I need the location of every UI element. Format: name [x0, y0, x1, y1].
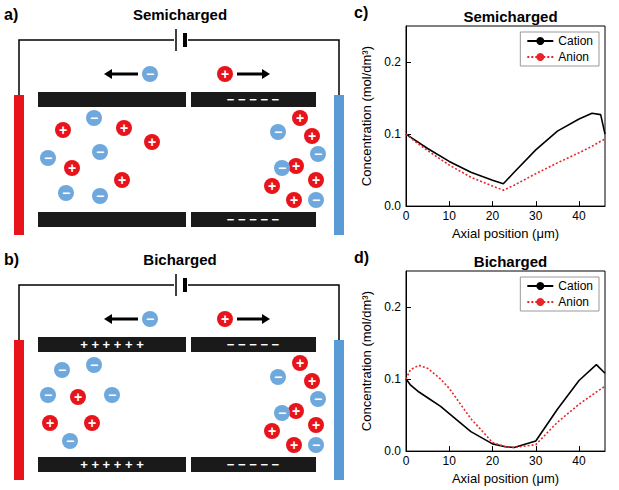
svg-text:−: −: [90, 357, 98, 373]
svg-text:+: +: [292, 158, 300, 174]
svg-text:+: +: [268, 178, 276, 194]
svg-text:0.2: 0.2: [384, 55, 401, 69]
svg-text:+: +: [221, 66, 229, 82]
svg-text:−: −: [312, 192, 320, 208]
svg-text:Axial position (μm): Axial position (μm): [452, 226, 559, 241]
svg-text:0.1: 0.1: [384, 127, 401, 141]
svg-text:Concentration (mol/dm³): Concentration (mol/dm³): [359, 46, 374, 186]
svg-text:−: −: [62, 185, 70, 201]
svg-text:Bicharged: Bicharged: [474, 253, 547, 270]
svg-text:−: −: [44, 150, 52, 166]
svg-text:30: 30: [529, 454, 543, 468]
svg-text:0: 0: [403, 454, 410, 468]
svg-text:20: 20: [486, 209, 500, 223]
svg-text:−: −: [96, 144, 104, 160]
svg-text:Semicharged: Semicharged: [463, 8, 557, 25]
svg-text:Bicharged: Bicharged: [143, 251, 216, 268]
svg-text:+: +: [312, 417, 320, 433]
svg-text:−: −: [44, 387, 52, 403]
svg-text:Anion: Anion: [558, 295, 589, 309]
svg-text:+: +: [296, 355, 304, 371]
svg-text:+: +: [312, 172, 320, 188]
svg-text:−: −: [146, 311, 154, 327]
svg-text:+: +: [74, 389, 82, 405]
svg-text:−: −: [90, 110, 98, 126]
svg-text:+: +: [308, 373, 316, 389]
svg-text:−: −: [278, 160, 286, 176]
svg-text:+: +: [118, 172, 126, 188]
svg-text:Axial position (μm): Axial position (μm): [452, 471, 559, 486]
svg-text:+: +: [296, 110, 304, 126]
svg-text:+: +: [68, 160, 76, 176]
svg-text:c): c): [354, 4, 368, 21]
svg-text:−: −: [312, 437, 320, 453]
svg-text:−: −: [278, 405, 286, 421]
svg-text:+: +: [46, 415, 54, 431]
svg-text:30: 30: [529, 209, 543, 223]
svg-text:− − − − −: − − − − −: [227, 457, 280, 472]
svg-text:Semicharged: Semicharged: [133, 6, 227, 23]
svg-text:Anion: Anion: [558, 50, 589, 64]
svg-text:Concentration (mol/dm³): Concentration (mol/dm³): [359, 291, 374, 431]
svg-text:10: 10: [443, 209, 457, 223]
svg-text:a): a): [4, 6, 18, 23]
svg-text:−: −: [146, 66, 154, 82]
svg-text:Cation: Cation: [558, 34, 593, 48]
svg-text:+: +: [221, 311, 229, 327]
svg-text:+: +: [120, 120, 128, 136]
svg-text:10: 10: [443, 454, 457, 468]
svg-text:− − − − −: − − − − −: [227, 92, 280, 107]
svg-text:− − − − −: − − − − −: [227, 337, 280, 352]
svg-text:d): d): [354, 249, 369, 266]
svg-text:+ + + + + +: + + + + + +: [80, 457, 144, 472]
svg-text:40: 40: [572, 454, 586, 468]
svg-text:b): b): [4, 251, 19, 268]
svg-text:−: −: [58, 362, 66, 378]
svg-text:0.0: 0.0: [384, 199, 401, 213]
svg-text:+: +: [268, 423, 276, 439]
svg-text:0.2: 0.2: [384, 300, 401, 314]
svg-text:+: +: [308, 128, 316, 144]
svg-text:40: 40: [572, 209, 586, 223]
svg-text:0.0: 0.0: [384, 444, 401, 458]
svg-text:−: −: [314, 391, 322, 407]
svg-text:−: −: [66, 433, 74, 449]
svg-text:+: +: [290, 192, 298, 208]
svg-text:+: +: [290, 437, 298, 453]
svg-text:− − − − −: − − − − −: [227, 212, 280, 227]
svg-text:+: +: [59, 122, 67, 138]
svg-text:+: +: [88, 415, 96, 431]
svg-text:−: −: [96, 188, 104, 204]
svg-text:+: +: [148, 134, 156, 150]
svg-text:20: 20: [486, 454, 500, 468]
svg-text:0: 0: [403, 209, 410, 223]
svg-text:−: −: [314, 146, 322, 162]
svg-text:−: −: [274, 369, 282, 385]
svg-text:−: −: [108, 387, 116, 403]
svg-text:0.1: 0.1: [384, 372, 401, 386]
svg-text:+ + + + + +: + + + + + +: [80, 337, 144, 352]
svg-text:−: −: [274, 124, 282, 140]
svg-text:+: +: [292, 403, 300, 419]
svg-text:Cation: Cation: [558, 279, 593, 293]
